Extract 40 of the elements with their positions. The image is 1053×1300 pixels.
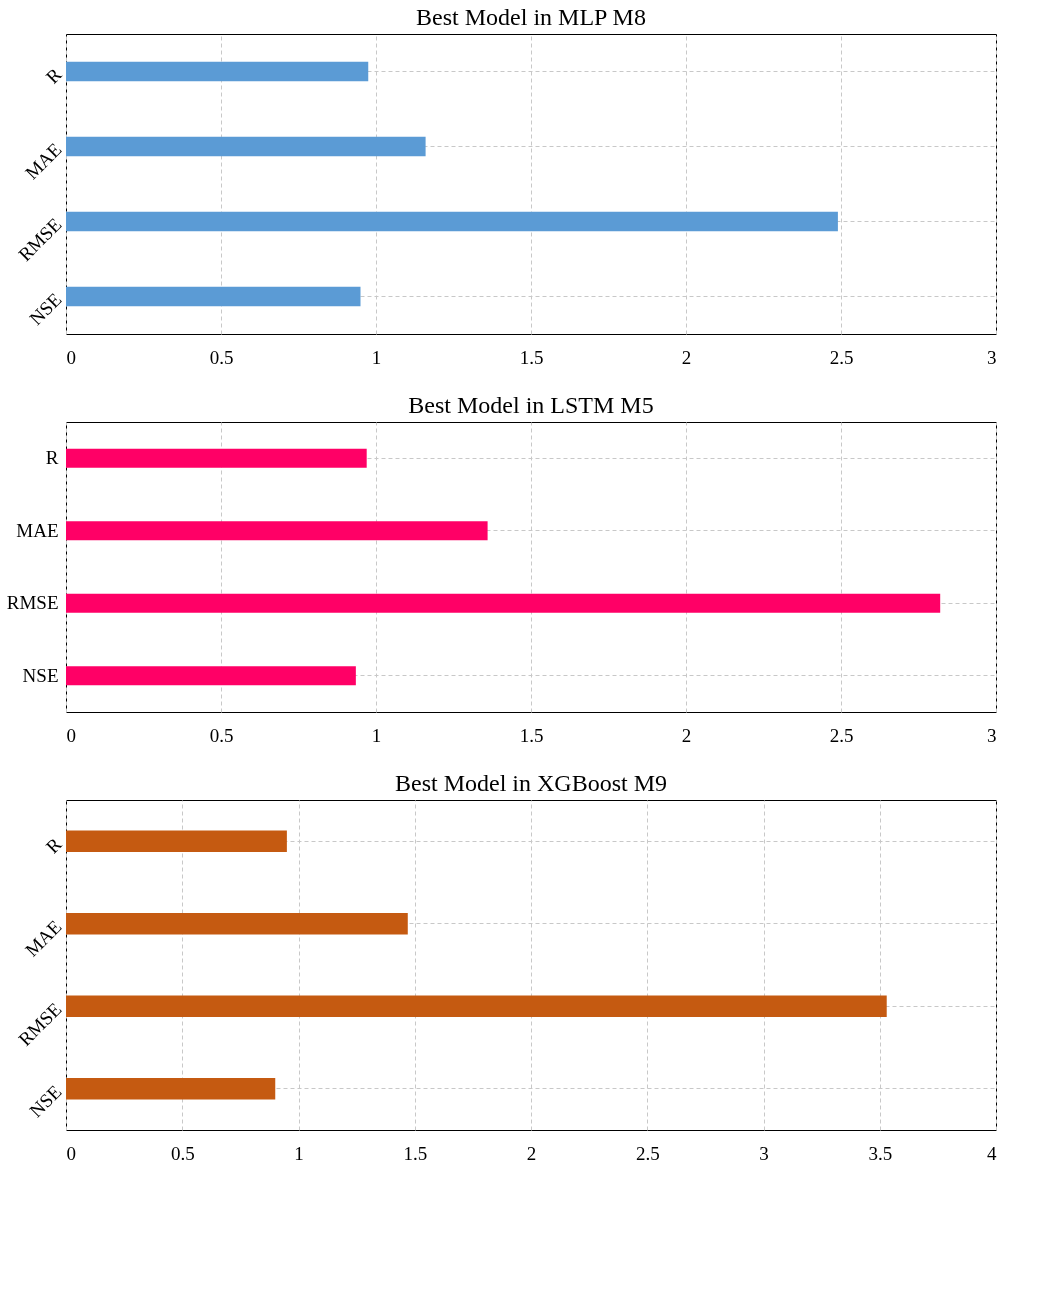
x-tick-label: 3	[987, 724, 997, 746]
x-tick-label: 2	[681, 724, 692, 746]
chart-title: Best Model in LSTM M5	[408, 392, 654, 418]
x-tick-label: 0.5	[170, 1142, 195, 1164]
x-tick-label: 3.5	[868, 1142, 893, 1164]
bar	[66, 995, 887, 1017]
x-tick-label: 4	[987, 1142, 997, 1164]
x-tick-label: 1	[294, 1142, 304, 1164]
x-tick-label: 1.5	[519, 346, 544, 368]
x-tick-label: 3	[759, 1142, 769, 1164]
bar	[66, 913, 408, 935]
x-tick-label: 1	[371, 346, 382, 368]
bar	[66, 1078, 276, 1100]
chart-title: Best Model in MLP M8	[416, 4, 646, 30]
x-tick-label: 2.5	[829, 346, 854, 368]
x-tick-label: 3	[987, 346, 997, 368]
bar	[66, 830, 287, 852]
x-tick-label: 0	[66, 1142, 76, 1164]
x-tick-label: 0	[66, 724, 76, 746]
x-tick-label: 2	[681, 346, 692, 368]
y-tick-label: R	[41, 63, 66, 88]
chart-title: Best Model in XGBoost M9	[394, 770, 668, 796]
bar	[66, 211, 838, 232]
x-tick-label: 1.5	[519, 724, 544, 746]
bar	[66, 61, 369, 82]
x-tick-label: 0	[66, 346, 76, 368]
x-tick-label: 2	[526, 1142, 537, 1164]
x-tick-label: 2.5	[635, 1142, 660, 1164]
y-tick-label: NSE	[22, 664, 59, 686]
bar	[66, 286, 361, 307]
y-tick-label: R	[45, 447, 59, 469]
y-tick-label: MAE	[16, 519, 59, 541]
x-tick-label: 0.5	[209, 346, 234, 368]
y-tick-label: R	[41, 833, 66, 858]
x-tick-label: 1	[371, 724, 382, 746]
x-tick-label: 0.5	[209, 724, 234, 746]
x-tick-label: 1.5	[403, 1142, 428, 1164]
x-tick-label: 2.5	[829, 724, 854, 746]
bar	[66, 136, 426, 157]
y-tick-label: RMSE	[6, 592, 59, 614]
